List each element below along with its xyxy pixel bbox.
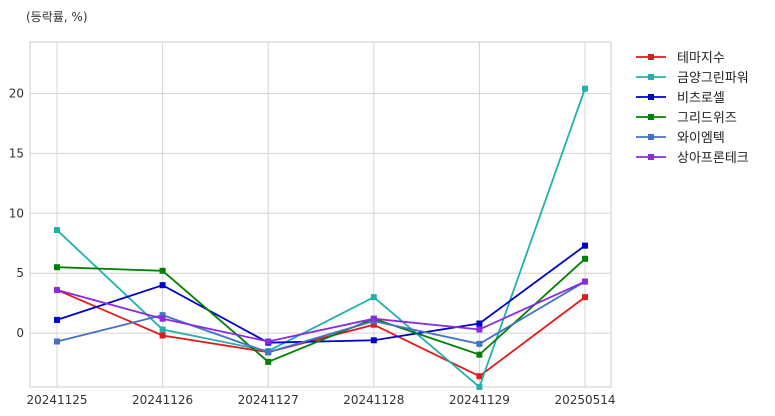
legend-label: 그리드위즈 <box>677 111 737 126</box>
legend-swatch-marker <box>648 94 654 100</box>
data-point <box>159 267 166 274</box>
legend-swatch-marker <box>648 74 654 80</box>
x-axis-ticks: 20241125 20241126 20241127 20241128 20241129… <box>26 393 615 407</box>
legend-swatch-marker <box>648 54 654 60</box>
data-point <box>476 326 483 333</box>
legend-item: 테마지수 <box>636 51 725 66</box>
y-axis-ticks: 0 5 10 15 20 <box>9 87 24 341</box>
data-point <box>582 294 588 301</box>
y-tick-label: 0 <box>16 326 24 340</box>
data-point <box>54 338 60 345</box>
data-point <box>582 85 588 92</box>
legend-item: 금양그린파워 <box>636 71 749 86</box>
x-tick-label: 20250514 <box>554 393 615 407</box>
data-point <box>582 255 588 262</box>
y-tick-label: 5 <box>16 266 24 280</box>
data-point <box>54 286 60 293</box>
legend-swatch-marker <box>648 134 654 140</box>
data-point <box>582 278 588 285</box>
y-axis-unit-label: (등락률, %) <box>26 10 88 24</box>
legend-label: 비츠로셀 <box>677 91 725 106</box>
data-point <box>476 351 483 358</box>
legend-swatch-marker <box>648 154 654 160</box>
x-tick-label: 20241129 <box>449 393 510 407</box>
data-point <box>370 315 377 322</box>
data-point <box>476 320 483 327</box>
data-point <box>159 312 166 319</box>
data-point <box>370 321 377 328</box>
x-tick-label: 20241127 <box>238 393 299 407</box>
data-point <box>370 294 377 301</box>
series-line <box>56 280 586 343</box>
data-point <box>54 227 60 234</box>
series-line <box>56 258 586 363</box>
data-point <box>54 316 60 323</box>
series-line <box>56 280 586 354</box>
plot-area <box>29 41 612 388</box>
data-point <box>265 349 272 356</box>
data-point <box>476 340 483 347</box>
series-line <box>56 289 586 378</box>
legend-label: 와이엠텍 <box>677 131 725 146</box>
x-tick-label: 20241128 <box>343 393 404 407</box>
data-point <box>582 242 588 249</box>
data-point <box>159 326 166 333</box>
data-point <box>476 373 483 380</box>
series-6 <box>54 278 588 345</box>
legend-item: 비츠로셀 <box>636 91 725 106</box>
legend-item: 상아프론테크 <box>636 151 749 166</box>
x-tick-label: 20241125 <box>26 393 87 407</box>
series-lines <box>54 85 588 390</box>
legend-swatch-marker <box>648 114 654 120</box>
data-point <box>54 264 60 271</box>
grid-lines <box>30 42 611 387</box>
series-2 <box>54 85 588 390</box>
series-line <box>56 88 586 389</box>
y-tick-label: 10 <box>9 206 24 220</box>
data-point <box>265 358 272 365</box>
legend-label: 상아프론테크 <box>677 151 749 166</box>
legend-label: 금양그린파워 <box>677 71 749 86</box>
data-point <box>476 384 483 390</box>
data-point <box>265 338 272 345</box>
data-point <box>159 332 166 339</box>
legend-label: 테마지수 <box>677 51 725 66</box>
data-point <box>159 315 166 322</box>
x-tick-label: 20241126 <box>132 393 193 407</box>
legend-item: 와이엠텍 <box>636 131 725 146</box>
y-tick-label: 15 <box>9 146 24 160</box>
legend-item: 그리드위즈 <box>636 111 737 126</box>
y-tick-label: 20 <box>9 87 24 101</box>
series-line <box>56 244 586 344</box>
data-point <box>370 337 377 344</box>
data-point <box>159 282 166 289</box>
